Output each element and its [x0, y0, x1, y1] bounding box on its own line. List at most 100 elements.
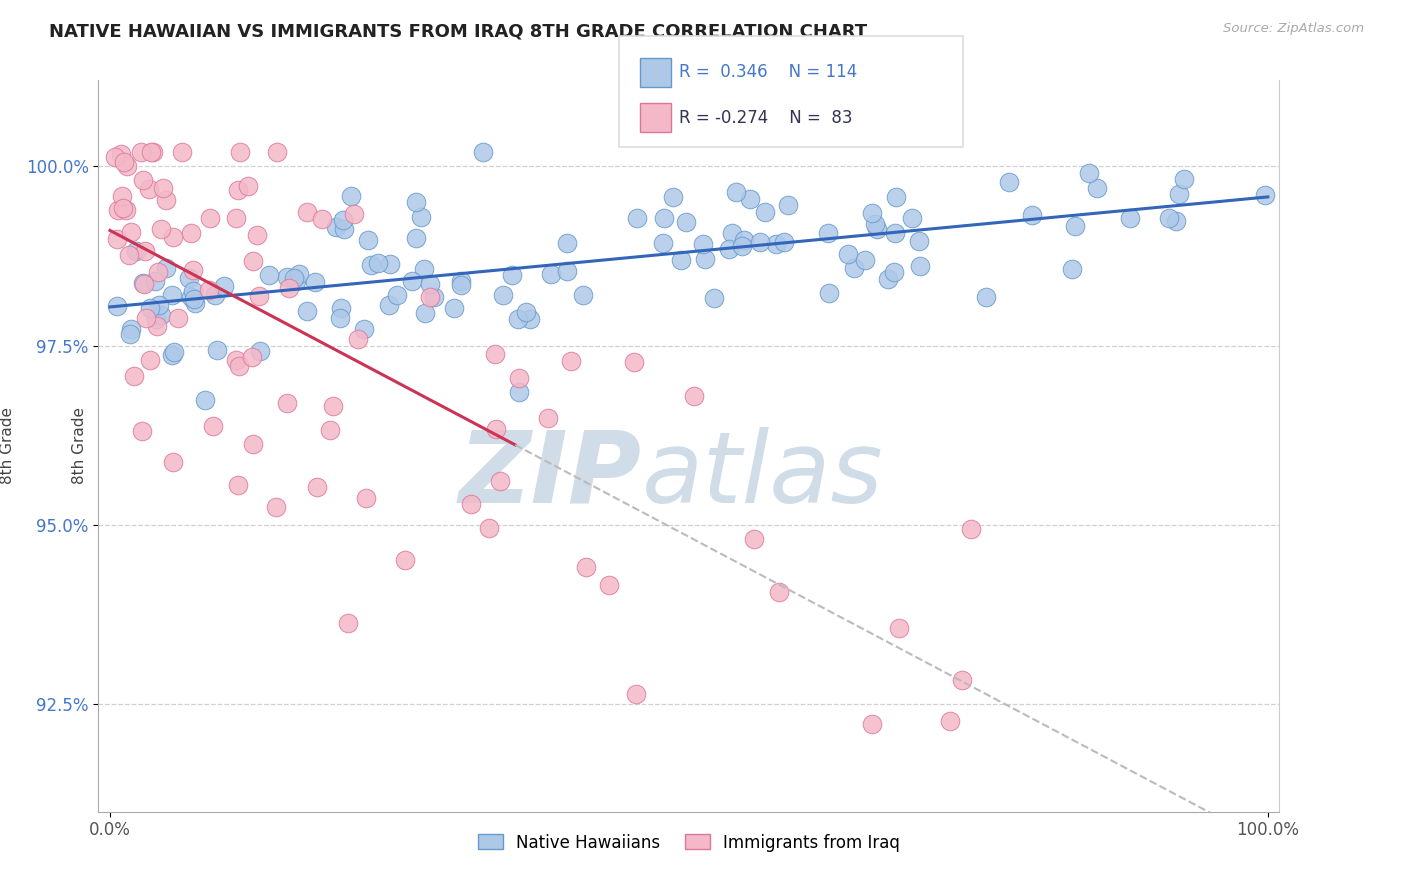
Native Hawaiians	[276, 270, 298, 285]
Immigrants from Iraq	[347, 332, 370, 346]
Native Hawaiians	[501, 268, 523, 282]
Native Hawaiians	[419, 277, 441, 291]
Native Hawaiians	[900, 211, 922, 225]
Immigrants from Iraq	[228, 478, 250, 492]
Native Hawaiians	[1063, 219, 1085, 234]
Immigrants from Iraq	[683, 389, 706, 403]
Native Hawaiians	[1168, 187, 1191, 202]
Native Hawaiians	[367, 255, 389, 269]
Native Hawaiians	[353, 322, 375, 336]
Native Hawaiians	[718, 242, 741, 256]
Native Hawaiians	[132, 276, 155, 290]
Native Hawaiians	[183, 292, 205, 306]
Text: atlas: atlas	[641, 426, 883, 524]
Immigrants from Iraq	[198, 283, 221, 297]
Native Hawaiians	[508, 384, 530, 399]
Immigrants from Iraq	[117, 159, 139, 173]
Native Hawaiians	[287, 268, 309, 282]
Immigrants from Iraq	[276, 396, 298, 410]
Immigrants from Iraq	[242, 437, 264, 451]
Native Hawaiians	[492, 288, 515, 302]
Immigrants from Iraq	[322, 399, 344, 413]
Native Hawaiians	[721, 227, 744, 241]
Native Hawaiians	[740, 192, 762, 206]
Immigrants from Iraq	[162, 230, 184, 244]
Native Hawaiians	[413, 306, 436, 320]
Immigrants from Iraq	[105, 231, 128, 245]
Immigrants from Iraq	[120, 226, 142, 240]
Native Hawaiians	[703, 292, 725, 306]
Native Hawaiians	[733, 233, 755, 247]
Native Hawaiians	[378, 298, 401, 312]
Native Hawaiians	[120, 326, 142, 341]
Native Hawaiians	[340, 189, 363, 203]
Native Hawaiians	[884, 190, 907, 204]
Immigrants from Iraq	[201, 418, 224, 433]
Native Hawaiians	[409, 210, 432, 224]
Native Hawaiians	[572, 288, 595, 302]
Immigrants from Iraq	[240, 351, 263, 365]
Native Hawaiians	[651, 236, 673, 251]
Immigrants from Iraq	[305, 480, 328, 494]
Immigrants from Iraq	[343, 207, 366, 221]
Y-axis label: 8th Grade: 8th Grade	[0, 408, 14, 484]
Native Hawaiians	[731, 238, 754, 252]
Text: Source: ZipAtlas.com: Source: ZipAtlas.com	[1223, 22, 1364, 36]
Immigrants from Iraq	[132, 277, 155, 292]
Immigrants from Iraq	[180, 227, 202, 241]
Native Hawaiians	[181, 284, 204, 298]
Native Hawaiians	[1085, 180, 1108, 194]
Native Hawaiians	[693, 252, 716, 266]
Native Hawaiians	[749, 235, 772, 249]
Immigrants from Iraq	[225, 352, 247, 367]
Immigrants from Iraq	[150, 222, 173, 236]
Immigrants from Iraq	[419, 290, 441, 304]
Native Hawaiians	[155, 261, 177, 276]
Native Hawaiians	[194, 392, 217, 407]
Native Hawaiians	[443, 301, 465, 315]
Native Hawaiians	[385, 288, 408, 302]
Native Hawaiians	[259, 268, 281, 283]
Native Hawaiians	[652, 211, 675, 226]
Native Hawaiians	[422, 290, 444, 304]
Immigrants from Iraq	[560, 353, 582, 368]
Immigrants from Iraq	[131, 424, 153, 438]
Native Hawaiians	[212, 279, 235, 293]
Native Hawaiians	[332, 213, 354, 227]
Immigrants from Iraq	[295, 205, 318, 219]
Immigrants from Iraq	[960, 522, 983, 536]
Native Hawaiians	[184, 296, 207, 310]
Native Hawaiians	[675, 215, 697, 229]
Immigrants from Iraq	[742, 532, 765, 546]
Native Hawaiians	[412, 262, 434, 277]
Native Hawaiians	[842, 261, 865, 276]
Native Hawaiians	[1060, 262, 1083, 277]
Native Hawaiians	[555, 264, 578, 278]
Immigrants from Iraq	[598, 578, 620, 592]
Native Hawaiians	[295, 303, 318, 318]
Immigrants from Iraq	[152, 180, 174, 194]
Native Hawaiians	[120, 322, 142, 336]
Immigrants from Iraq	[768, 584, 790, 599]
Native Hawaiians	[866, 221, 889, 235]
Native Hawaiians	[125, 244, 148, 259]
Immigrants from Iraq	[111, 189, 134, 203]
Immigrants from Iraq	[485, 422, 508, 436]
Immigrants from Iraq	[138, 182, 160, 196]
Native Hawaiians	[776, 198, 799, 212]
Native Hawaiians	[450, 275, 472, 289]
Native Hawaiians	[883, 265, 905, 279]
Native Hawaiians	[325, 219, 347, 234]
Native Hawaiians	[249, 343, 271, 358]
Native Hawaiians	[145, 274, 167, 288]
Immigrants from Iraq	[131, 173, 153, 187]
Immigrants from Iraq	[146, 265, 169, 279]
Immigrants from Iraq	[104, 150, 127, 164]
Immigrants from Iraq	[118, 247, 141, 261]
Immigrants from Iraq	[238, 178, 260, 193]
Native Hawaiians	[329, 301, 352, 315]
Native Hawaiians	[148, 297, 170, 311]
Immigrants from Iraq	[860, 717, 883, 731]
Native Hawaiians	[285, 274, 308, 288]
Native Hawaiians	[205, 343, 228, 357]
